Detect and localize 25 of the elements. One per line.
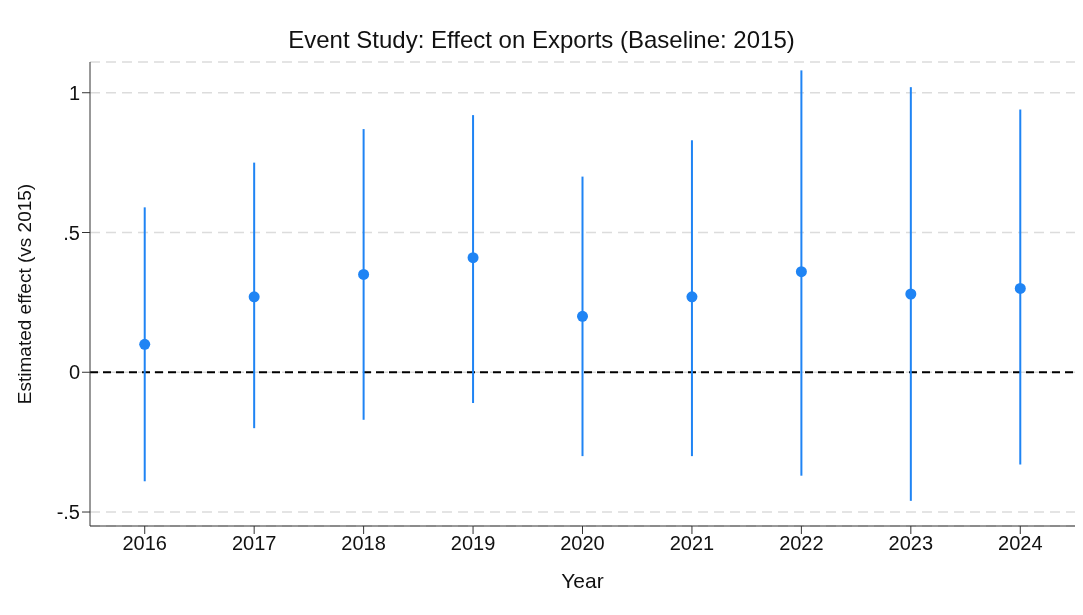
x-tick-label: 2018: [341, 532, 386, 555]
point: [358, 268, 370, 280]
x-tick-label: 2021: [669, 532, 715, 555]
x-axis-title: Year: [561, 569, 604, 592]
point: [686, 291, 698, 303]
y-axis-title: Estimated effect (vs 2015): [13, 183, 35, 405]
x-tick-label: 2017: [231, 532, 277, 555]
chart-title: Event Study: Effect on Exports (Baseline: 2015): [287, 26, 796, 54]
x-tick-label: 2016: [122, 532, 167, 555]
x-tick-label: 2024: [998, 532, 1043, 555]
point: [795, 266, 807, 278]
point: [467, 252, 479, 264]
point: [577, 310, 588, 322]
point: [1014, 282, 1026, 294]
point: [905, 288, 917, 300]
y-tick-label: .5: [63, 221, 80, 244]
point: [139, 338, 151, 350]
x-tick-label: 2019: [450, 532, 496, 555]
x-tick-label: 2022: [779, 532, 824, 555]
x-tick-label: 2023: [888, 532, 934, 555]
y-tick-label: 0: [68, 361, 80, 384]
y-tick-label: -.5: [56, 501, 80, 524]
y-tick-label: 1: [68, 81, 80, 104]
point: [248, 291, 260, 303]
x-tick-label: 2020: [560, 532, 605, 555]
